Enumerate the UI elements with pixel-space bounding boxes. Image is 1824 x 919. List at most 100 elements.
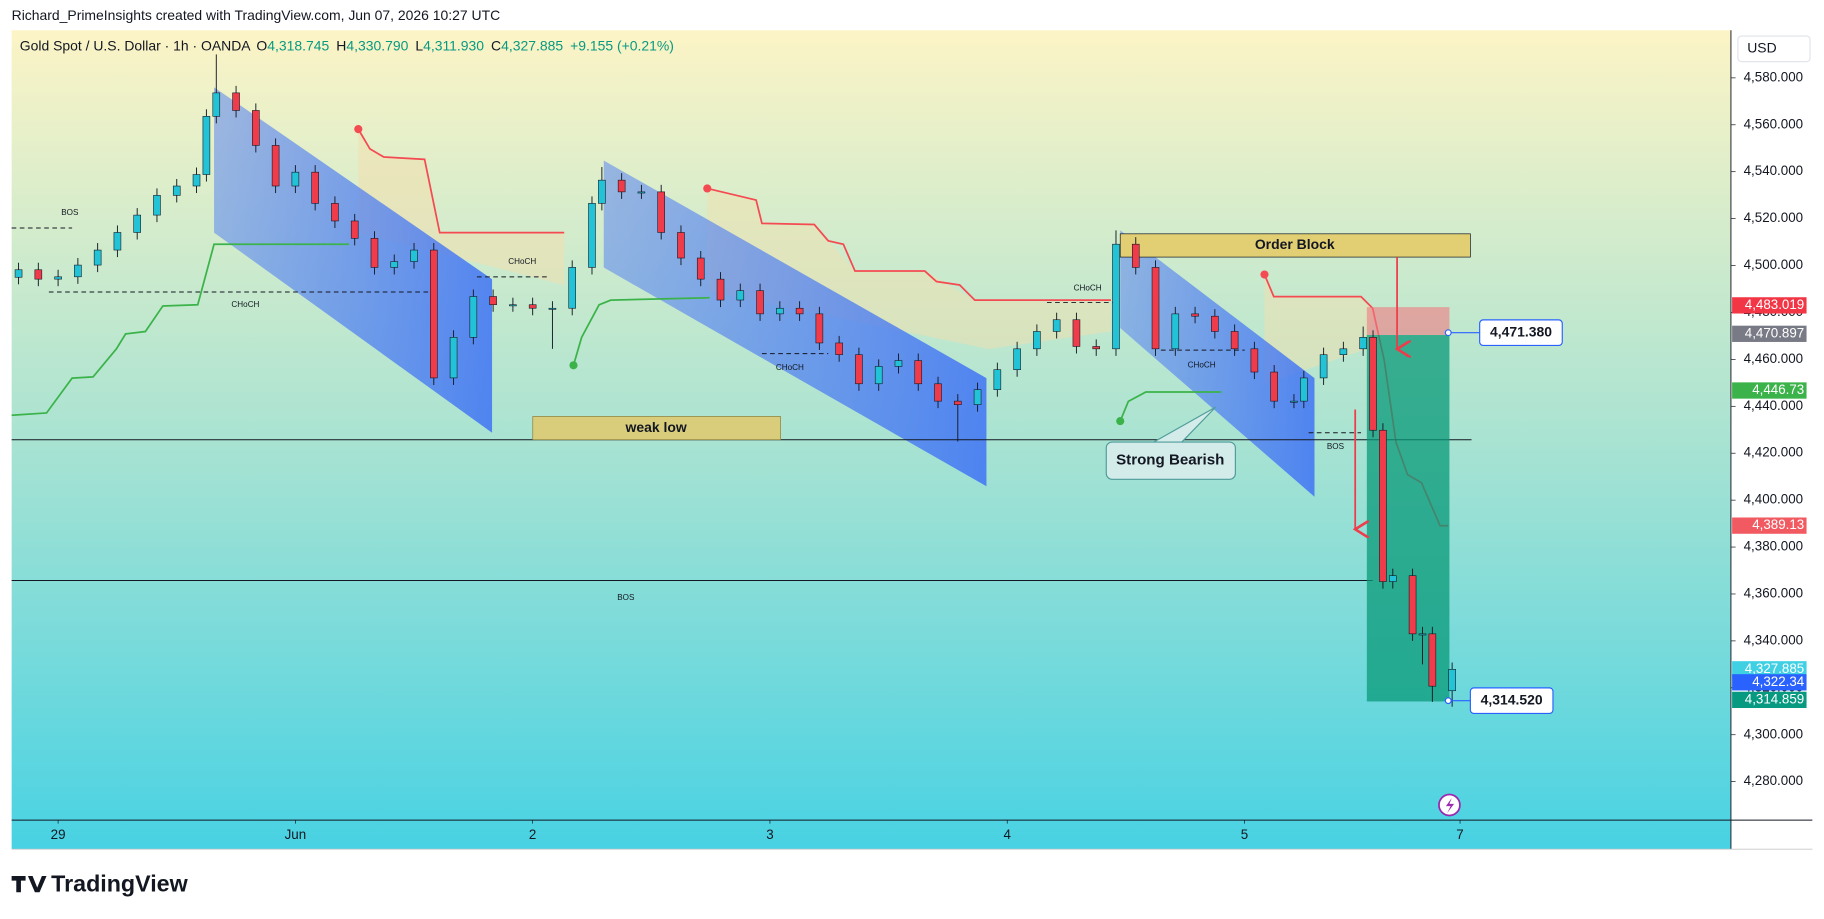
y-tick-label: 4,540.000 (1744, 163, 1803, 178)
candle-body (677, 232, 685, 259)
overlays: 4,280.0004,300.0004,320.0004,340.0004,36… (51, 69, 1807, 842)
price-label-bg (1732, 517, 1807, 534)
credit: Richard_PrimeInsights created with Tradi… (12, 7, 501, 23)
price-label: 4,446.73 (1752, 382, 1804, 397)
candle-body (93, 249, 102, 266)
candle-body (271, 145, 280, 187)
x-tick-label: 29 (51, 827, 66, 842)
candle-body (370, 238, 379, 268)
choch-label: CHoCH (776, 363, 804, 372)
candle-body (449, 337, 458, 379)
callout-box (1479, 319, 1563, 347)
candle-body (617, 179, 626, 193)
candle-body (350, 220, 359, 239)
candle-body (192, 174, 201, 187)
candle-body (1013, 348, 1021, 370)
candle-body (914, 360, 923, 385)
candle-body (1171, 313, 1180, 350)
ohlc-key: C (491, 37, 501, 53)
candle-body (311, 171, 319, 204)
candle-body (212, 92, 221, 117)
y-tick-label: 4,580.000 (1744, 69, 1803, 84)
candle-body (1270, 371, 1278, 402)
bos-label: BOS (61, 208, 79, 217)
x-tick-label: Jun (285, 827, 307, 842)
candle-body (1428, 633, 1437, 687)
candle-body (133, 214, 141, 233)
candle-body (934, 383, 942, 402)
drawings: BOS BOS BOS CHoCH CHoCH CHoCH CHoCH CHoC… (11, 87, 1472, 817)
currency-box[interactable] (1737, 35, 1811, 63)
y-tick-label: 4,400.000 (1744, 492, 1803, 507)
alert-bolt (1445, 798, 1455, 814)
candle-body (874, 366, 883, 385)
zone (1264, 274, 1373, 384)
ohlc-value: 4,318.745 (267, 37, 329, 53)
candle-body (568, 267, 576, 309)
channel (214, 87, 493, 433)
channel (603, 160, 987, 487)
price-label-bg (1732, 661, 1807, 678)
candle-body (153, 195, 161, 216)
y-tick-label: 4,340.000 (1744, 632, 1803, 647)
candle-body (973, 389, 982, 405)
y-tick-label: 4,560.000 (1744, 116, 1803, 131)
candle-body (1092, 346, 1100, 350)
candle-body (588, 203, 596, 268)
y-tick-label: 4,440.000 (1744, 398, 1803, 413)
price-label-bg (1732, 325, 1807, 342)
candle-body (34, 269, 43, 280)
price-label: 4,322.34 (1752, 674, 1805, 689)
candle-body (696, 257, 705, 280)
candle-body (1359, 337, 1367, 350)
candle-body (1418, 633, 1427, 636)
candle-body (657, 191, 665, 233)
candle-body (1191, 313, 1199, 317)
price-label: 4,483.019 (1745, 297, 1804, 312)
brand-logo (11, 875, 47, 893)
price-label-bg (1732, 691, 1807, 709)
bos-label: BOS (617, 593, 635, 602)
callout-pointer (1151, 406, 1217, 444)
order-block-label: Order Block (1255, 236, 1335, 252)
candle-body (756, 290, 764, 315)
ohlc-value: 4,311.930 (423, 37, 484, 53)
candle-body (1052, 319, 1061, 332)
channel (1120, 230, 1315, 497)
callout-label: 4,471.380 (1490, 323, 1552, 339)
candles (14, 54, 1456, 707)
supertrend-dot (354, 125, 363, 134)
candle-body (637, 191, 646, 194)
candle-body (1250, 348, 1259, 373)
order-block-box (1119, 233, 1471, 258)
candle-body (1408, 575, 1417, 635)
candle-body (1319, 354, 1328, 379)
choch-label: CHoCH (1074, 284, 1102, 293)
supertrend (707, 187, 1111, 302)
candle-body (172, 185, 181, 196)
zone (358, 129, 565, 286)
supertrend-dot (1116, 417, 1125, 426)
candle-body (1379, 429, 1387, 582)
candle-body (509, 304, 517, 307)
price-axis (1730, 30, 1813, 850)
y-tick-label: 4,420.000 (1744, 445, 1803, 460)
candle-body (795, 307, 804, 315)
change: +9.155 (+0.21%) (570, 37, 674, 53)
candle-body (548, 307, 557, 310)
candle-body (894, 360, 903, 367)
ohlc-key: L (415, 37, 423, 53)
candle-body (489, 296, 497, 306)
x-tick-label: 2 (529, 827, 536, 842)
symbol: Gold Spot / U.S. Dollar · 1h · OANDA (20, 37, 252, 53)
choch-label: CHoCH (1188, 360, 1216, 369)
ohlc-key: H (336, 37, 346, 53)
candle-body (331, 203, 339, 222)
candle-body (716, 278, 725, 301)
price-label: 4,327.885 (1745, 661, 1804, 676)
supertrend-dot (1260, 270, 1269, 279)
bos-label: BOS (1327, 442, 1345, 451)
callout-dot (1444, 697, 1452, 705)
candle-body (430, 249, 438, 379)
